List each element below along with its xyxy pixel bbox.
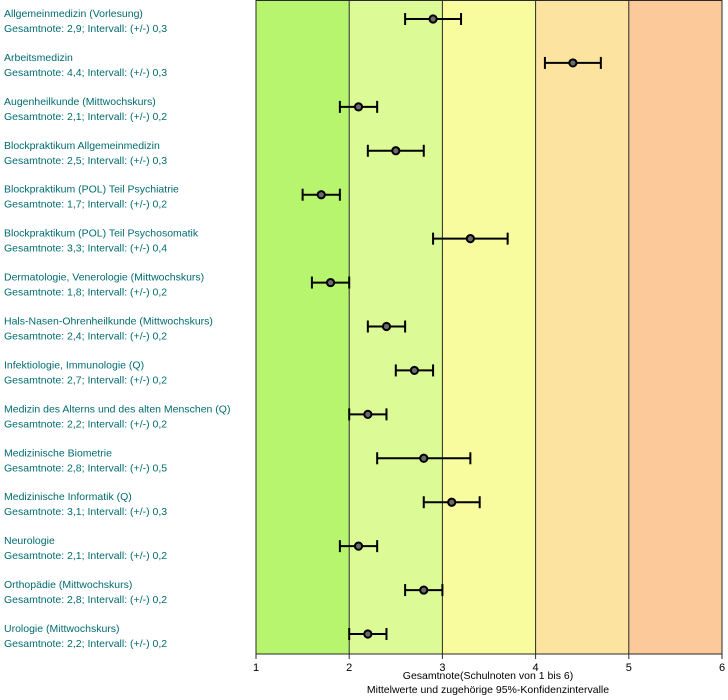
course-detail-5: Gesamtnote: 1,7; Intervall: (+/-) 0,2 [4,199,167,211]
grade-zone-5 [628,0,722,654]
course-detail-4: Gesamtnote: 2,5; Intervall: (+/-) 0,3 [4,155,167,167]
course-name-11: Medizinische Biometrie [4,447,112,459]
course-name-8: Hals-Nasen-Ohrenheilkunde (Mittwochskurs… [4,316,213,328]
course-detail-15: Gesamtnote: 2,2; Intervall: (+/-) 0,2 [4,638,167,650]
grade-zone-1 [256,0,350,654]
mean-point-4 [391,146,401,156]
course-name-15: Urologie (Mittwochskurs) [4,623,120,635]
course-name-3: Augenheilkunde (Mittwochskurs) [4,96,156,108]
course-name-12: Medizinische Informatik (Q) [4,491,132,503]
mean-point-2 [568,58,578,68]
course-name-9: Infektiologie, Immunologie (Q) [4,359,144,371]
course-name-6: Blockpraktikum (POL) Teil Psychosomatik [4,228,199,240]
error-bars [301,13,602,640]
mean-point-5 [316,190,326,200]
mean-point-1 [428,14,438,24]
grade-zones [256,0,722,654]
mean-point-9 [409,365,420,376]
course-name-14: Orthopädie (Mittwochskurs) [4,579,132,591]
course-detail-10: Gesamtnote: 2,2; Intervall: (+/-) 0,2 [4,418,167,430]
course-name-7: Dermatologie, Venerologie (Mittwochskurs… [4,272,204,284]
course-detail-14: Gesamtnote: 2,8; Intervall: (+/-) 0,2 [4,594,167,606]
course-detail-2: Gesamtnote: 4,4; Intervall: (+/-) 0,3 [4,67,167,79]
mean-point-3 [353,102,364,112]
course-detail-12: Gesamtnote: 3,1; Intervall: (+/-) 0,3 [4,506,167,518]
tick-label-6: 6 [719,662,725,674]
tick-label-1: 1 [253,662,259,674]
grid-lines [255,0,723,655]
grade-zone-4 [535,0,629,654]
mean-point-11 [419,453,429,463]
course-detail-6: Gesamtnote: 3,3; Intervall: (+/-) 0,4 [4,243,167,255]
course-detail-1: Gesamtnote: 2,9; Intervall: (+/-) 0,3 [4,23,167,35]
course-name-2: Arbeitsmedizin [4,52,73,64]
x-axis-ticks: 1 2 3 4 5 6 [253,654,725,674]
mean-point-6 [465,234,475,244]
course-detail-13: Gesamtnote: 2,1; Intervall: (+/-) 0,2 [4,550,167,562]
x-axis-subtitle: Mittelwerte und zugehörige 95%-Konfidenz… [367,684,609,696]
course-detail-7: Gesamtnote: 1,8; Intervall: (+/-) 0,2 [4,287,167,299]
course-name-4: Blockpraktikum Allgemeinmedizin [4,140,160,152]
course-name-13: Neurologie [4,535,55,547]
course-detail-8: Gesamtnote: 2,4; Intervall: (+/-) 0,2 [4,331,167,343]
mean-point-13 [353,541,364,551]
course-detail-3: Gesamtnote: 2,1; Intervall: (+/-) 0,2 [4,111,167,123]
mean-point-15 [363,629,373,639]
course-labels: Allgemeinmedizin (Vorlesung) Gesamtnote: … [4,8,230,650]
tick-label-5: 5 [626,662,632,674]
mean-point-7 [325,277,336,288]
mean-point-8 [381,321,392,332]
tick-label-3: 3 [439,662,445,674]
x-axis-title: Gesamtnote(Schulnoten von 1 bis 6) [403,670,573,682]
course-name-10: Medizin des Alterns und des alten Mensch… [4,403,230,415]
mean-point-14 [419,585,429,595]
course-detail-11: Gesamtnote: 2,8; Intervall: (+/-) 0,5 [4,462,167,474]
course-name-5: Blockpraktikum (POL) Teil Psychiatrie [4,184,179,196]
course-detail-9: Gesamtnote: 2,7; Intervall: (+/-) 0,2 [4,374,167,386]
course-name-1: Allgemeinmedizin (Vorlesung) [4,8,143,20]
tick-label-4: 4 [533,662,539,674]
mean-point-10 [363,409,373,419]
tick-label-2: 2 [346,662,352,674]
grade-zone-3 [442,0,536,654]
mean-point-12 [447,497,457,507]
